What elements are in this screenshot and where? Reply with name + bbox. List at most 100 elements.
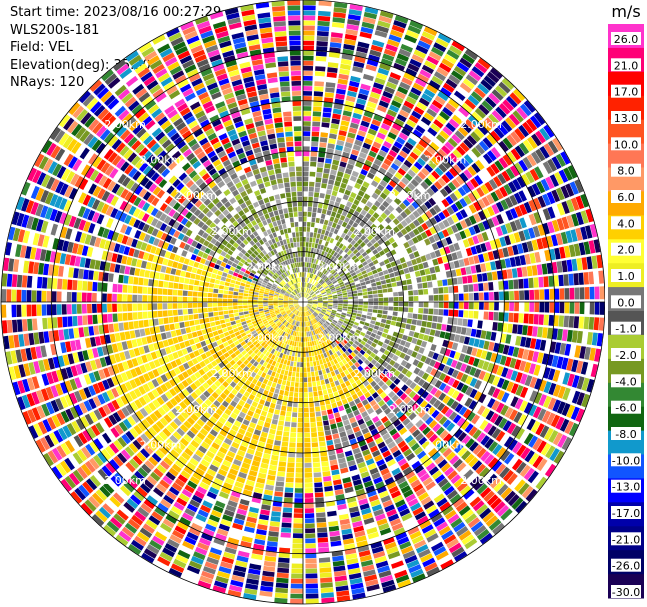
radar-gate [455, 222, 463, 231]
radar-gate [212, 330, 219, 337]
radar-gate [467, 166, 477, 177]
radar-gate [468, 256, 475, 265]
radar-gate [424, 60, 437, 70]
radar-gate [402, 39, 416, 49]
radar-gate [431, 470, 443, 480]
radar-gate [333, 484, 343, 491]
radar-gate [463, 302, 469, 310]
radar-gate [496, 214, 504, 225]
radar-gate [344, 217, 350, 224]
radar-gate [424, 328, 431, 335]
radar-gate [535, 130, 546, 144]
radar-gate [371, 286, 378, 291]
radar-gate [561, 216, 570, 230]
radar-gate [262, 405, 269, 412]
radar-gate [382, 368, 389, 375]
radar-gate [332, 293, 337, 296]
radar-gate [274, 440, 281, 446]
radar-gate [337, 322, 342, 327]
radar-gate [368, 345, 375, 352]
radar-gate [464, 453, 475, 464]
radar-gate [315, 375, 320, 381]
radar-gate [413, 106, 425, 116]
radar-gate [556, 356, 564, 369]
radar-gate [467, 237, 475, 246]
radar-gate [306, 282, 309, 288]
radar-gate [372, 313, 378, 317]
radar-gate [330, 314, 335, 318]
radar-gate [369, 399, 377, 407]
radar-gate [329, 261, 335, 267]
radar-gate [438, 416, 448, 425]
radar-gate [321, 317, 327, 322]
radar-gate [270, 516, 281, 522]
radar-gate [304, 442, 311, 448]
radar-gate [498, 417, 508, 429]
radar-gate [440, 462, 451, 473]
radar-gate [308, 301, 313, 302]
radar-gate [330, 312, 336, 316]
radar-gate [344, 189, 351, 196]
radar-gate [584, 287, 590, 300]
radar-gate [362, 142, 371, 150]
radar-gate [422, 191, 431, 200]
radar-gate [268, 469, 277, 476]
radar-gate [456, 382, 465, 391]
radar-gate [361, 251, 368, 257]
radar-gate [450, 203, 459, 213]
radar-gate [326, 236, 331, 242]
radar-gate [290, 361, 294, 367]
radar-gate [329, 275, 334, 280]
radar-gate [322, 296, 328, 299]
radar-gate [177, 335, 184, 343]
radar-gate [358, 202, 365, 209]
radar-gate [333, 228, 339, 235]
radar-gate [474, 175, 484, 186]
radar-gate [277, 378, 283, 385]
radar-gate [432, 138, 443, 148]
radar-gate [433, 204, 442, 213]
radar-gate [313, 269, 317, 275]
radar-gate [586, 256, 593, 270]
radar-gate [313, 366, 318, 372]
radar-gate [367, 369, 374, 376]
radar-gate [355, 316, 361, 320]
radar-gate [461, 435, 471, 445]
radar-gate [478, 140, 489, 152]
radar-gate [303, 146, 310, 152]
radar-gate [406, 247, 413, 254]
radar-gate [260, 383, 267, 389]
radar-gate [364, 159, 373, 167]
radar-gate [330, 287, 336, 291]
radar-gate [414, 406, 423, 415]
radar-gate [472, 235, 480, 245]
radar-gate [313, 274, 317, 280]
radar-gate [376, 330, 383, 336]
radar-gate [392, 266, 399, 272]
radar-gate [303, 25, 315, 31]
radar-gate [305, 306, 309, 311]
radar-gate [478, 104, 490, 116]
radar-gate [417, 263, 424, 270]
radar-gate [333, 7, 347, 14]
radar-gate [358, 334, 364, 340]
radar-gate [438, 163, 448, 173]
radar-gate [318, 313, 323, 318]
radar-gate [362, 273, 369, 278]
radar-gate [374, 30, 388, 38]
radar-gate [314, 227, 318, 233]
radar-gate [320, 405, 326, 411]
radar-gate [364, 343, 371, 349]
radar-gate [544, 289, 550, 300]
radar-gate [307, 222, 311, 227]
radar-gate [362, 288, 368, 292]
radar-gate [439, 248, 446, 256]
radar-gate [491, 271, 498, 281]
radar-gate [327, 333, 332, 339]
radar-gate [443, 294, 449, 301]
radar-gate [408, 222, 416, 230]
radar-gate [394, 15, 409, 24]
radar-gate [464, 365, 472, 374]
radar-gate [309, 171, 316, 177]
radar-gate [561, 329, 568, 342]
